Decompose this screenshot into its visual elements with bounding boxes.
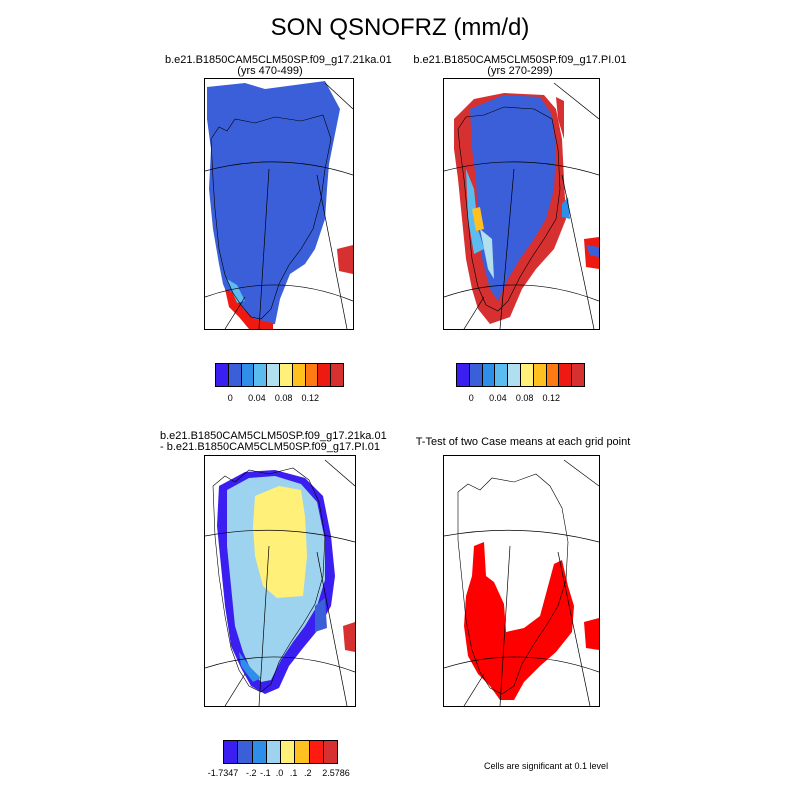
- colorbar-swatch-9: [331, 364, 343, 386]
- colorbar-panel-2: [456, 363, 585, 387]
- colorbar-swatch-5: [295, 741, 310, 763]
- colorbar-tick-label: .1: [289, 768, 298, 778]
- colorbar-tick-label: -1.7347: [207, 768, 239, 778]
- colorbar-panel-3-labels: -1.7347 -.2 -.1 .0 .1 .2 2.5786: [208, 768, 350, 780]
- significance-fill: [464, 542, 599, 700]
- panel-3-title-line1: b.e21.B1850CAM5CLM50SP.f09_g17.21ka.01: [160, 430, 387, 442]
- colorbar-swatch-4: [508, 364, 521, 386]
- colorbar-swatch-4: [267, 364, 280, 386]
- colorbar-swatch-2: [252, 741, 267, 763]
- colorbar-tick-label: 0.08: [515, 393, 534, 403]
- grid-lines: [205, 82, 353, 329]
- map-panel-4-svg: [444, 459, 599, 706]
- colorbar-panel-1: [215, 363, 344, 387]
- coastline: [212, 467, 326, 693]
- figure-title: SON QSNOFRZ (mm/d): [270, 14, 530, 41]
- map-panel-4: [443, 455, 600, 707]
- panel-4-title-line1: T-Test of two Case means at each grid po…: [415, 436, 631, 448]
- panel-1-title: b.e21.B1850CAM5CLM50SP.f09_g17.21ka.01 (…: [165, 54, 392, 77]
- map-panel-1: [204, 78, 354, 330]
- coastline: [457, 106, 561, 312]
- colorbar-swatch-1: [469, 364, 483, 386]
- colorbar-tick-label: 0: [227, 393, 233, 403]
- colorbar-tick-label: -.1: [260, 768, 271, 778]
- land-fill: [207, 81, 353, 329]
- colorbar-swatch-0: [216, 364, 229, 386]
- map-panel-3: [204, 455, 356, 707]
- map-panel-2-svg: [444, 82, 599, 329]
- map-panel-2: [443, 78, 600, 330]
- colorbar-tick-label: 0: [468, 393, 474, 403]
- colorbar-swatch-1: [228, 364, 242, 386]
- colorbar-swatch-3: [254, 364, 268, 386]
- colorbar-panel-3: [223, 740, 338, 764]
- coastline: [210, 114, 332, 320]
- colorbar-swatch-8: [559, 364, 573, 386]
- colorbar-swatch-6: [309, 741, 324, 763]
- colorbar-swatch-5: [279, 364, 293, 386]
- colorbar-swatch-9: [572, 364, 584, 386]
- colorbar-swatch-4: [281, 741, 296, 763]
- significance-note: Cells are significant at 0.1 level: [484, 761, 609, 771]
- colorbar-tick-label: 0.04: [489, 393, 507, 403]
- land-fill: [217, 470, 355, 694]
- panel-2-title-line1: b.e21.B1850CAM5CLM50SP.f09_g17.PI.01: [413, 54, 627, 66]
- colorbar-swatch-2: [241, 364, 255, 386]
- colorbar-panel-1-labels: 0 0.04 0.08 0.12: [215, 393, 342, 405]
- panel-2-title: b.e21.B1850CAM5CLM50SP.f09_g17.PI.01 (yr…: [410, 55, 630, 77]
- colorbar-swatch-0: [457, 364, 470, 386]
- colorbar-tick-label: 0.12: [542, 393, 561, 403]
- colorbar-swatch-3: [266, 741, 281, 763]
- panel-1-title-line2: (yrs 470-499): [237, 65, 303, 77]
- colorbar-swatch-2: [482, 364, 496, 386]
- colorbar-tick-label: -.2: [245, 768, 257, 778]
- colorbar-swatch-7: [323, 741, 337, 763]
- colorbar-swatch-7: [305, 364, 319, 386]
- colorbar-swatch-1: [238, 741, 253, 763]
- colorbar-swatch-6: [292, 364, 306, 386]
- map-panel-1-svg: [205, 81, 353, 329]
- panel-2-title-line2: (yrs 270-299): [487, 65, 553, 77]
- colorbar-tick-label: .2: [303, 768, 312, 778]
- colorbar-swatch-7: [546, 364, 560, 386]
- panel-3-title-line2: - b.e21.B1850CAM5CLM50SP.f09_g17.PI.01: [160, 441, 380, 453]
- colorbar-swatch-6: [533, 364, 547, 386]
- panel-1-title-line1: b.e21.B1850CAM5CLM50SP.f09_g17.21ka.01: [165, 54, 392, 66]
- grid-lines: [444, 82, 599, 329]
- colorbar-tick-label: .0: [275, 768, 284, 778]
- colorbar-swatch-3: [495, 364, 509, 386]
- grid-lines: [444, 459, 599, 706]
- panel-3-title: b.e21.B1850CAM5CLM50SP.f09_g17.21ka.01 -…: [160, 430, 387, 453]
- colorbar-tick-label: 0.04: [248, 393, 266, 403]
- panel-4-title: T-Test of two Case means at each grid po…: [408, 437, 638, 448]
- colorbar-tick-label: 0.08: [274, 393, 293, 403]
- grid-lines: [205, 459, 355, 706]
- colorbar-swatch-5: [520, 364, 534, 386]
- map-panel-3-svg: [205, 459, 355, 706]
- colorbar-swatch-8: [318, 364, 332, 386]
- coastline: [457, 473, 569, 695]
- colorbar-swatch-0: [224, 741, 239, 763]
- colorbar-panel-2-labels: 0 0.04 0.08 0.12: [456, 393, 583, 405]
- land-fill: [454, 93, 599, 324]
- colorbar-tick-label: 0.12: [301, 393, 320, 403]
- colorbar-tick-label: 2.5786: [322, 768, 350, 778]
